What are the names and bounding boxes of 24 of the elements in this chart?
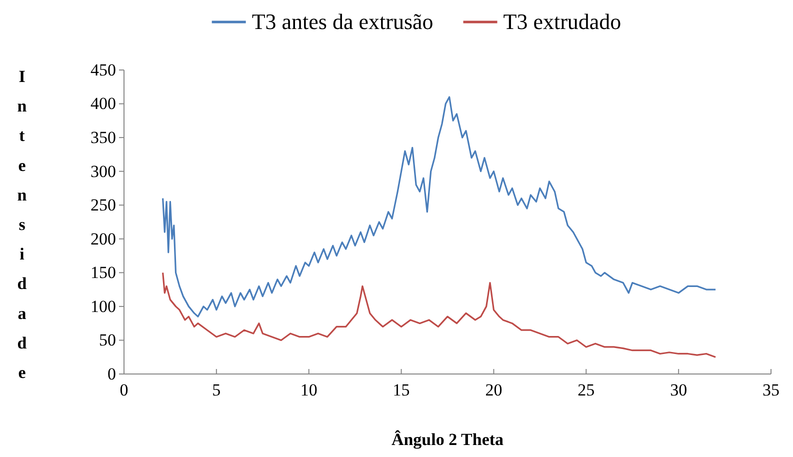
- y-tick-label: 450: [90, 60, 116, 80]
- y-tick-label: 250: [90, 196, 116, 215]
- y-tick-label: 150: [90, 263, 116, 282]
- legend-label: T3 antes da extrusão: [252, 9, 434, 34]
- y-tick-label: 350: [90, 128, 116, 147]
- x-tick-label: 15: [392, 380, 410, 400]
- x-tick-label: 30: [670, 380, 688, 400]
- x-tick-label: 35: [762, 380, 780, 400]
- y-tick-label: 0: [108, 364, 116, 384]
- y-tick-label: 300: [90, 162, 116, 181]
- text: Intensidade: [17, 67, 27, 382]
- y-tick-label: 400: [90, 94, 116, 114]
- x-tick-label: 5: [212, 380, 221, 400]
- x-tick-label: 20: [485, 380, 502, 400]
- legend-label: T3 extrudado: [503, 9, 622, 34]
- y-tick-label: 200: [90, 229, 116, 248]
- line-series: [162, 96, 716, 318]
- y-tick-label: 100: [90, 296, 116, 316]
- y-tick-label: 50: [99, 330, 116, 350]
- x-tick-label: 10: [300, 380, 318, 400]
- x-tick-label: 25: [578, 380, 595, 400]
- x-tick-label: 0: [120, 380, 128, 400]
- line-series: [162, 272, 716, 358]
- x-axis-title: Ângulo 2 Theta: [391, 430, 504, 449]
